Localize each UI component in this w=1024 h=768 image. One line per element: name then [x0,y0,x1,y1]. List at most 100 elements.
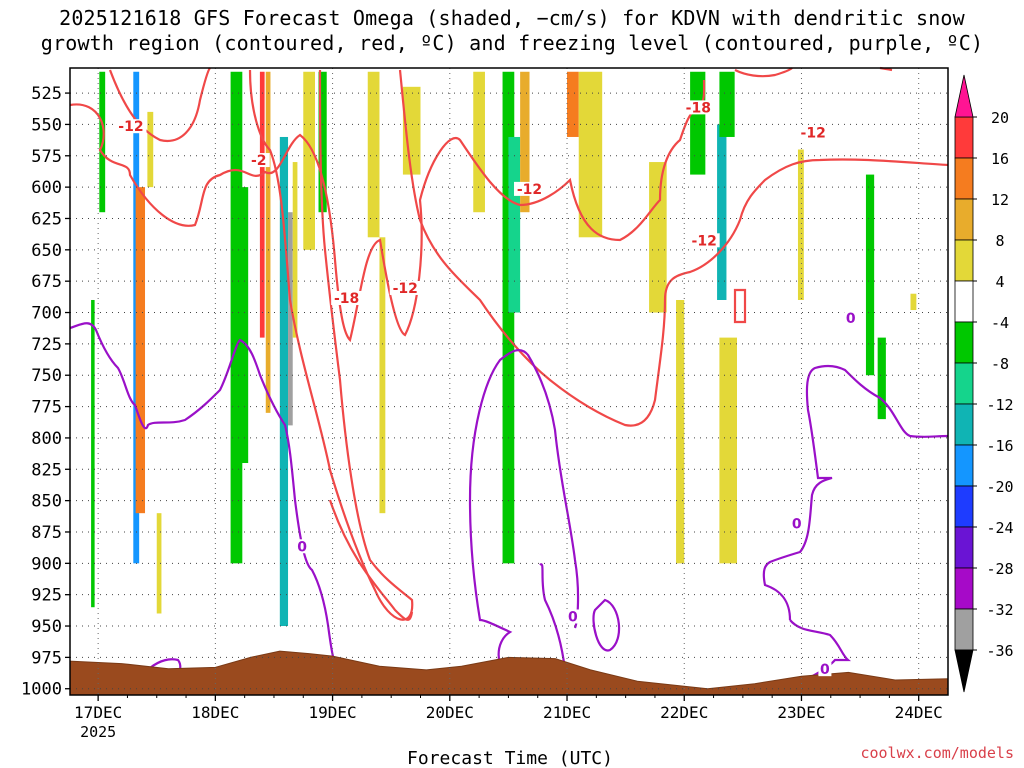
omega-cell [91,299,95,608]
freezing-contour-label-bg [818,662,832,677]
omega-cell [578,71,603,238]
dgz-contour [734,67,793,78]
x-tick-label: 21DEC [543,703,591,722]
x-axis-title: Forecast Time (UTC) [407,748,613,768]
colorbar-swatch [954,485,974,528]
freezing-contour-label: 0 [297,539,307,555]
freezing-contour-label-bg [295,539,309,554]
x-axis-year-label: 2025 [80,723,116,741]
freezing-contour-label-bg [844,311,858,326]
omega-cell [690,71,706,175]
colorbar-label: -24 [986,519,1013,537]
y-tick-label: 625 [31,209,62,229]
y-tick-label: 775 [31,398,62,418]
colorbar-label: -8 [991,355,1009,373]
grid-lines [70,68,948,695]
omega-cell [508,136,521,313]
dgz-contour-label: -2 [251,153,267,169]
dgz-contour-label-bg [514,181,546,196]
y-tick-label: 525 [31,84,62,104]
colorbar-swatch [954,444,974,487]
x-tick-label: 23DEC [777,703,825,722]
omega-cell [502,71,515,564]
y-tick-label: 650 [31,241,62,261]
colorbar-swatch [954,116,974,159]
colorbar-swatch [954,198,974,241]
dgz-contour-label-bg [331,290,363,305]
omega-cell [676,299,685,564]
dgz-contour [328,499,414,621]
chart-title-line-2: growth region (contoured, red, ºC) and f… [40,31,984,55]
colorbar-swatch [954,362,974,405]
omega-cell [865,174,875,376]
colorbar-swatch [954,321,974,364]
x-tick-label: 19DEC [308,703,356,722]
dgz-contour-label-bg [389,280,421,295]
credit-link[interactable]: coolwx.com/models [860,744,1014,762]
omega-cell [402,86,421,175]
dgz-contour-label: -12 [801,125,826,141]
y-tick-label: 800 [31,429,62,449]
colorbar-label: 8 [995,232,1004,250]
dgz-contour-label-bg [797,125,829,140]
colorbar-swatch [954,280,974,323]
colorbar-label: -20 [986,478,1013,496]
colorbar-swatch [954,239,974,282]
colorbar-label: -36 [986,642,1013,660]
dgz-contour-label: -12 [118,119,143,135]
y-tick-label: 900 [31,554,62,574]
omega-shading-layer [91,71,917,627]
freezing-level-contour [69,322,336,661]
colorbar-swatch [954,526,974,569]
dgz-contour-label: -12 [692,233,717,249]
omega-cell [156,513,162,614]
omega-cell [230,71,243,564]
freezing-level-contour [468,348,580,666]
omega-cell [279,136,289,627]
y-tick-label: 850 [31,492,62,512]
dgz-contour-label-bg [688,233,720,248]
x-tick-label: 18DEC [191,703,239,722]
omega-cell [567,71,579,137]
y-tick-label: 875 [31,523,62,543]
y-tick-label: 825 [31,460,62,480]
y-tick-label: 600 [31,178,62,198]
y-tick-label: 725 [31,335,62,355]
omega-cell [288,212,293,426]
freezing-contour-label: 0 [792,517,802,533]
dgz-contour-label: -18 [686,100,711,116]
freezing-contour-label: 0 [568,610,578,626]
y-tick-label: 575 [31,147,62,167]
freezing-contour-label: 0 [820,662,830,678]
omega-cell [649,162,667,313]
contour-layer [69,66,949,681]
freezing-level-contour [762,364,949,621]
omega-cell [135,187,146,514]
colorbar-label: -16 [986,437,1013,455]
x-tick-label: 17DEC [74,703,122,722]
x-tick-label: 20DEC [426,703,474,722]
y-tick-label: 925 [31,586,62,606]
colorbar-label: 4 [995,273,1004,291]
plot-frame [69,67,949,696]
y-tick-label: 1000 [21,680,62,700]
dgz-contour [108,67,211,143]
omega-cell [318,71,327,213]
colorbar-label: -4 [991,314,1009,332]
colorbar-label: 20 [991,109,1009,127]
y-tick-label: 750 [31,366,62,386]
freezing-level-contour [539,563,567,671]
colorbar-swatch [954,608,974,651]
dgz-contour-label: -18 [334,291,359,307]
dgz-contour [398,69,949,427]
colorbar-label: 16 [991,150,1009,168]
dgz-contour-label-bg [682,100,714,115]
dgz-contour [248,69,414,621]
omega-cell [717,124,727,300]
omega-cell [473,71,485,213]
y-tick-label: 550 [31,115,62,135]
omega-cell [265,71,271,413]
x-tick-label: 24DEC [895,703,943,722]
freezing-contour-label-bg [566,609,580,624]
